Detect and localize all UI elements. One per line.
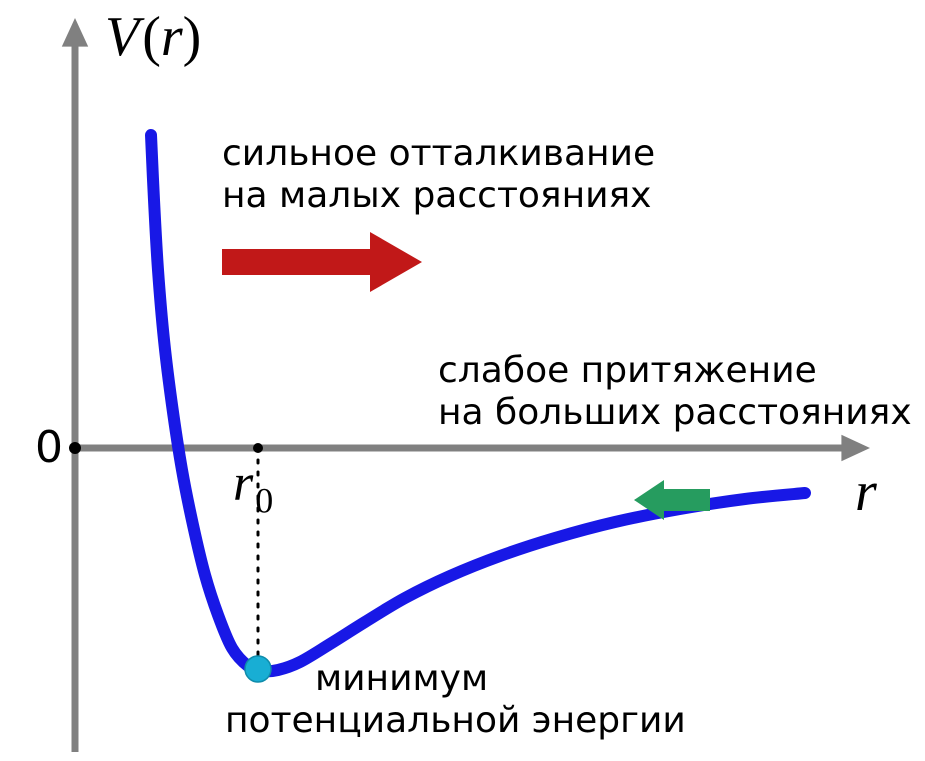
r0-tick-dot-icon: [253, 443, 263, 453]
repulsion-annotation-line1: сильное отталкивание: [222, 133, 655, 174]
minimum-annotation-line1: минимум: [315, 658, 488, 699]
repulsion-annotation-line2: на малых расстояниях: [222, 175, 652, 216]
attraction-annotation-line1: слабое притяжение: [438, 350, 817, 391]
x-axis-label: r: [855, 461, 877, 523]
minimum-annotation-line2: потенциальной энергии: [225, 700, 686, 741]
y-axis-label: V(r): [105, 6, 201, 68]
origin-label: 0: [35, 422, 63, 473]
attraction-annotation-line2: на больших расстояниях: [438, 392, 912, 433]
origin-dot-icon: [69, 442, 81, 454]
minimum-point-marker-icon: [245, 656, 271, 682]
